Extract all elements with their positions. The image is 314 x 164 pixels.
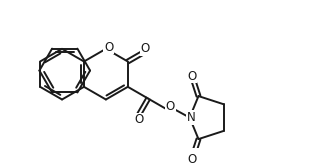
Text: O: O [187, 70, 196, 82]
Text: N: N [187, 111, 196, 124]
Text: O: O [187, 153, 196, 164]
Text: O: O [166, 100, 175, 113]
Text: O: O [134, 113, 144, 126]
Text: O: O [104, 41, 113, 53]
Text: O: O [141, 42, 150, 55]
